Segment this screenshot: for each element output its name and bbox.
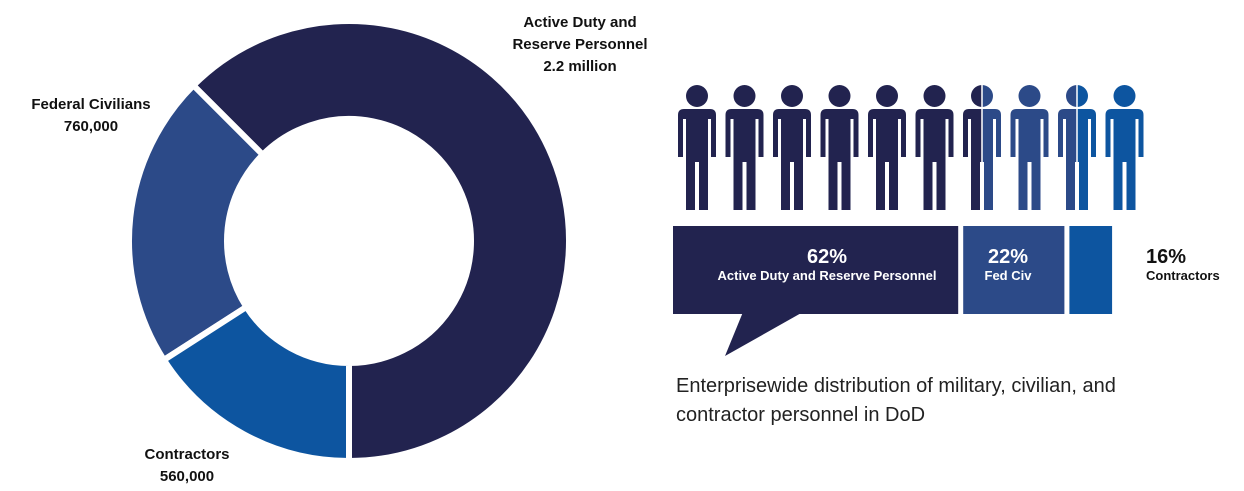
- callout-pointer: [725, 312, 803, 356]
- active-duty-label-line-1: Active Duty and: [523, 14, 637, 31]
- bar-active-percent: 62%: [806, 246, 848, 268]
- people-pictogram: [678, 84, 1144, 210]
- chart-caption: Enterprisewide distribution of military,…: [676, 375, 1116, 426]
- bar-fedciv-percent: 22%: [987, 246, 1029, 268]
- active-duty-label: Active Duty and Reserve Personnel 2.2 mi…: [480, 12, 680, 78]
- person-icon: [868, 85, 906, 210]
- active-duty-label-line-2: Reserve Personnel: [512, 36, 648, 53]
- bar-segment-active-duty: [673, 226, 959, 314]
- donut-slice-active-duty: [189, 18, 572, 465]
- bar-contractors-name: Contractors: [1146, 268, 1220, 283]
- bar-active-name: Active Duty and Reserve Personnel: [717, 268, 937, 283]
- bar-fedciv-text: 22% Fed Civ: [981, 246, 1035, 284]
- federal-civilians-label-value: 760,000: [63, 118, 119, 135]
- federal-civilians-label-name: Federal Civilians: [31, 96, 151, 113]
- donut-chart: [126, 18, 572, 465]
- person-icon: [773, 85, 811, 210]
- donut-slice-contractors: [159, 302, 352, 465]
- contractors-label-value: 560,000: [159, 468, 215, 485]
- bar-active-text: 62% Active Duty and Reserve Personnel: [674, 246, 980, 284]
- person-icon: [678, 85, 716, 210]
- bar-fedciv-name: Fed Civ: [984, 268, 1032, 283]
- person-icon: [820, 85, 859, 210]
- person-icon: [963, 84, 1001, 210]
- bar-segment-contractors: [1069, 226, 1113, 314]
- person-icon: [915, 85, 954, 210]
- contractors-label: Contractors 560,000: [112, 444, 262, 488]
- donut-slice-federal-civilians: [126, 81, 267, 365]
- bar-contractors-text: 16% Contractors: [1146, 246, 1242, 284]
- bar-contractors-percent: 16%: [1146, 246, 1187, 268]
- federal-civilians-label: Federal Civilians 760,000: [6, 94, 176, 138]
- contractors-label-name: Contractors: [144, 446, 230, 463]
- person-icon: [1105, 85, 1144, 210]
- bar-segment-fed-civ: [963, 226, 1065, 314]
- person-icon: [1058, 84, 1096, 210]
- stacked-bar: [673, 226, 1113, 356]
- active-duty-label-value: 2.2 million: [543, 58, 617, 75]
- person-icon: [725, 85, 764, 210]
- person-icon: [1010, 85, 1049, 210]
